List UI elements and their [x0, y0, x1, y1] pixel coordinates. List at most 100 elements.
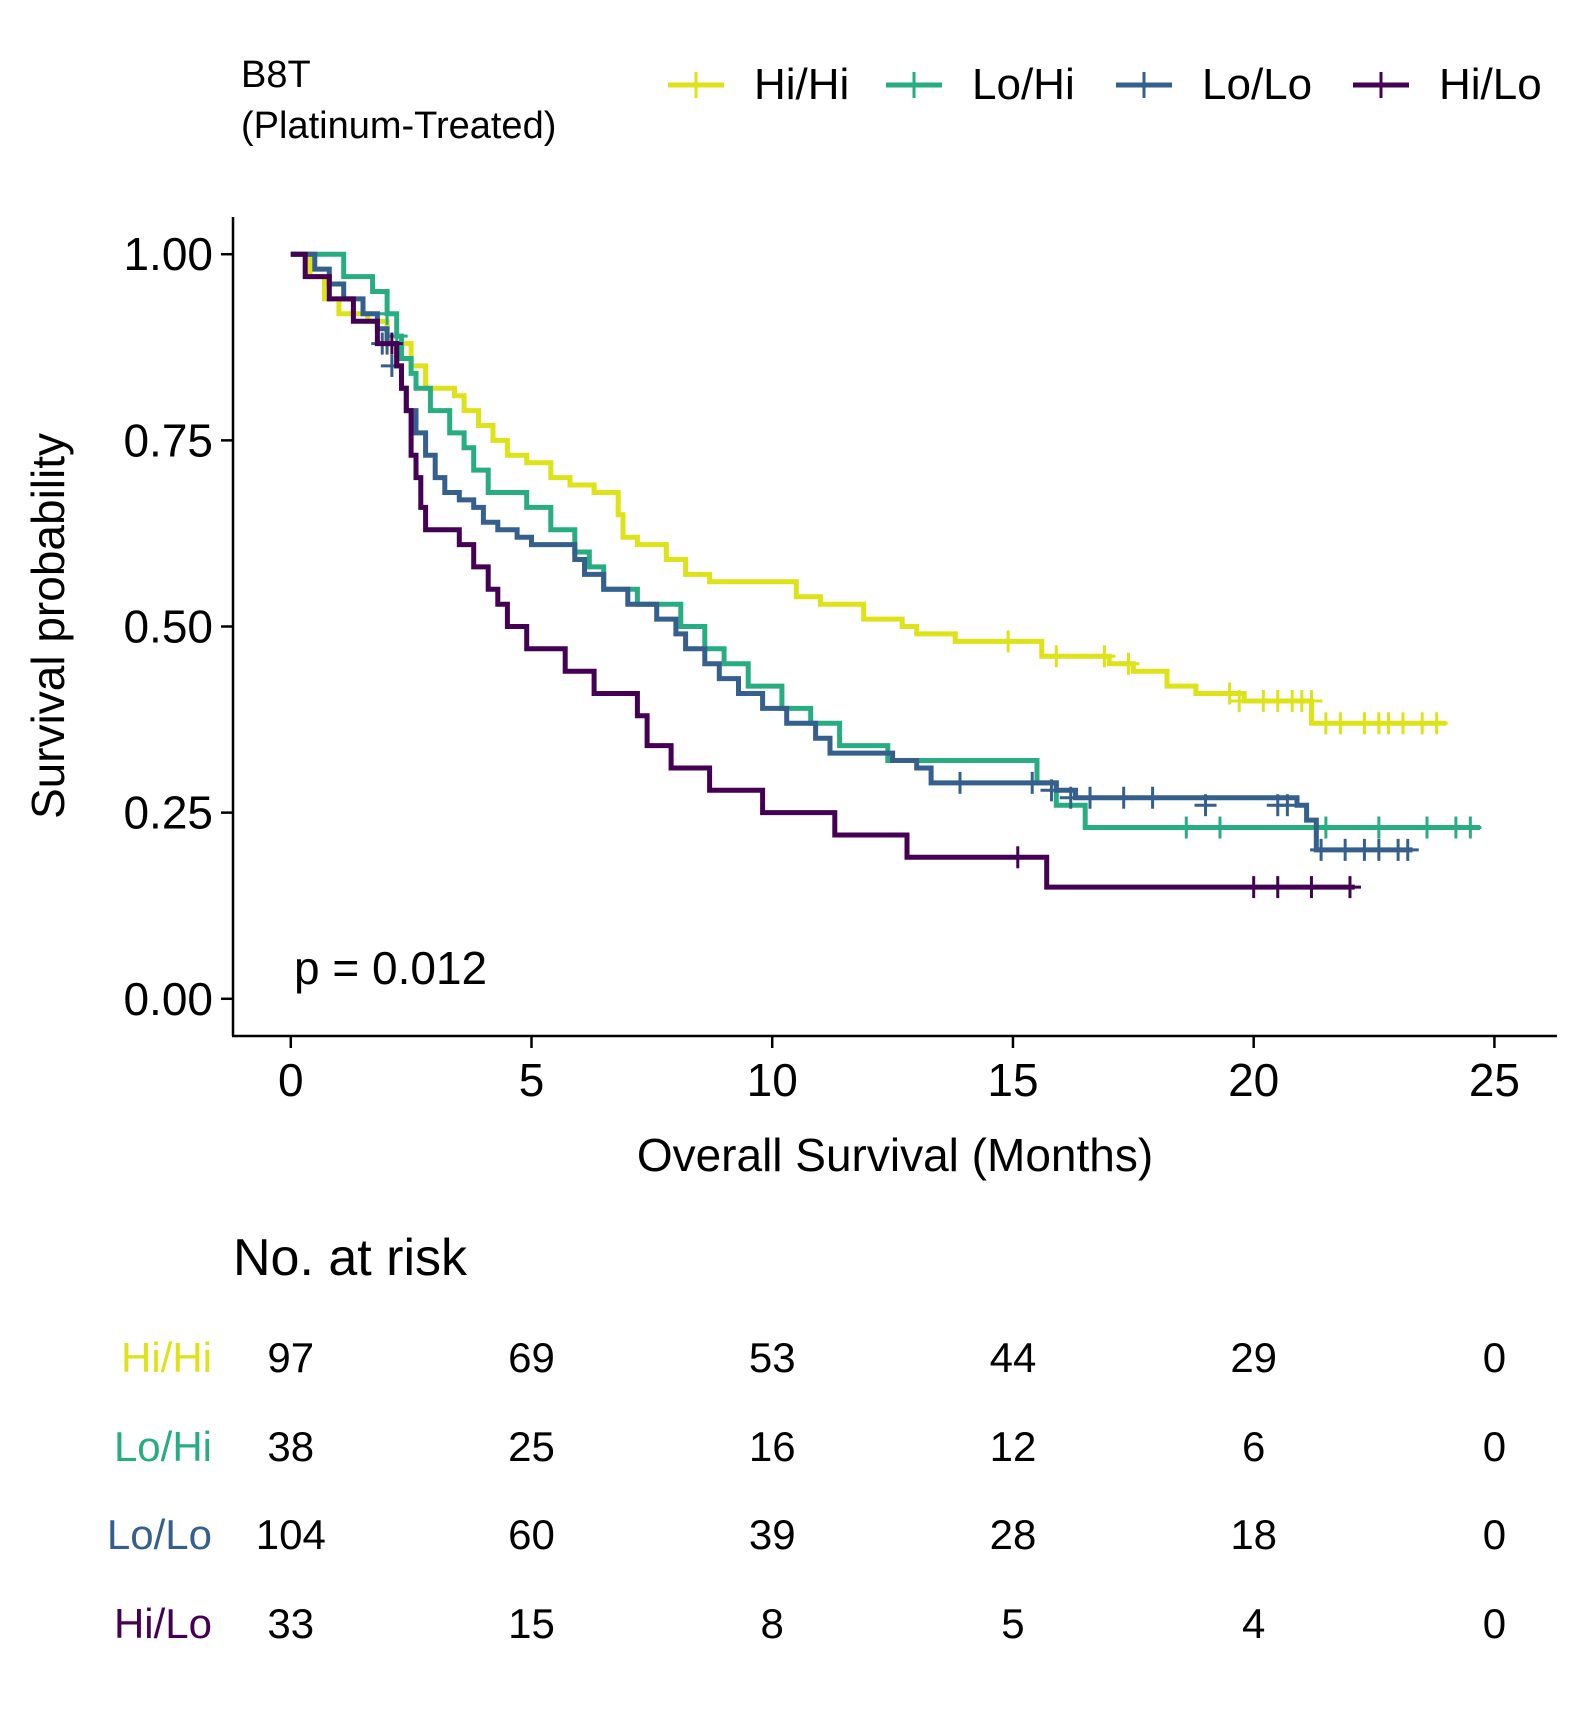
risk-count: 0: [1483, 1511, 1506, 1558]
censor-mark-lo-lo: [1112, 786, 1135, 809]
legend-label: Lo/Hi: [972, 60, 1075, 109]
risk-count: 97: [267, 1334, 314, 1381]
censor-mark-lo-lo: [948, 771, 971, 794]
survival-curve-lo-lo: [290, 251, 1413, 853]
y-tick-label: 0.50: [123, 601, 213, 653]
legend-item-lo-hi: Lo/Hi: [886, 60, 1075, 109]
censor-mark-hi-lo: [1300, 876, 1323, 899]
censor-mark-hi-hi: [1391, 712, 1414, 735]
risk-count: 60: [508, 1511, 555, 1558]
risk-count: 0: [1483, 1423, 1506, 1470]
y-axis-label: Survival probability: [22, 433, 74, 819]
survival-curve-hi-lo: [290, 251, 1355, 890]
censor-mark-lo-hi: [1175, 816, 1198, 839]
plot-area: [290, 251, 1482, 899]
series-lo-lo: [290, 251, 1419, 861]
legend-title-line-1: B8T: [241, 54, 311, 96]
y-tick-label: 0.00: [123, 973, 213, 1025]
censor-mark-lo-lo: [1367, 838, 1390, 861]
censor-mark-hi-lo: [1242, 876, 1265, 899]
censor-mark-hi-hi: [997, 630, 1020, 653]
risk-count: 8: [761, 1600, 784, 1647]
risk-row-lo-lo: Lo/Lo 104 60 39 28 18 0: [107, 1511, 1506, 1558]
risk-table: No. at risk Hi/Hi 97 69 53 44 29 0 Lo/Hi 38 25 16 1…: [107, 1229, 1506, 1647]
censor-mark-lo-lo: [1396, 838, 1419, 861]
risk-count: 29: [1230, 1334, 1277, 1381]
risk-row-label: Lo/Hi: [114, 1423, 212, 1470]
risk-row-hi-lo: Hi/Lo 33 15 8 5 4 0: [114, 1600, 1506, 1647]
censor-mark-lo-lo: [1021, 771, 1044, 794]
censor-mark-lo-lo: [1040, 779, 1063, 802]
risk-row-lo-hi: Lo/Hi 38 25 16 12 6 0: [114, 1423, 1506, 1470]
x-tick-label: 25: [1469, 1054, 1520, 1106]
risk-count: 18: [1230, 1511, 1277, 1558]
risk-count: 25: [508, 1423, 555, 1470]
x-tick-label: 5: [519, 1054, 545, 1106]
risk-row-label: Lo/Lo: [107, 1511, 212, 1558]
risk-row-hi-hi: Hi/Hi 97 69 53 44 29 0: [121, 1334, 1506, 1381]
censor-mark-lo-lo: [1059, 786, 1082, 809]
risk-count: 16: [749, 1423, 796, 1470]
risk-count: 44: [990, 1334, 1037, 1381]
risk-count: 39: [749, 1511, 796, 1558]
risk-count: 53: [749, 1334, 796, 1381]
censor-mark-lo-lo: [1310, 838, 1333, 861]
censor-mark-hi-hi: [1425, 712, 1448, 735]
x-axis-label: Overall Survival (Months): [637, 1129, 1153, 1181]
censor-mark-hi-hi: [1093, 645, 1116, 668]
censor-mark-lo-lo: [1078, 786, 1101, 809]
censor-mark-lo-lo: [1194, 794, 1217, 817]
censor-mark-hi-lo: [1266, 876, 1289, 899]
risk-count: 38: [267, 1423, 314, 1470]
censor-mark-hi-lo: [1006, 846, 1029, 869]
risk-count: 12: [990, 1423, 1037, 1470]
y-tick-label: 0.25: [123, 787, 213, 839]
risk-row-label: Hi/Lo: [114, 1600, 212, 1647]
x-tick-label: 15: [987, 1054, 1038, 1106]
risk-count: 6: [1242, 1423, 1265, 1470]
series-hi-hi: [290, 251, 1448, 735]
censor-mark-lo-hi: [1459, 816, 1482, 839]
risk-count: 0: [1483, 1600, 1506, 1647]
legend-label: Hi/Hi: [754, 60, 849, 109]
legend-item-hi-lo: Hi/Lo: [1353, 60, 1542, 109]
censor-mark-lo-lo: [1334, 838, 1357, 861]
censor-mark-hi-hi: [1045, 645, 1068, 668]
legend-title-line-2: (Platinum-Treated): [241, 105, 556, 147]
y-tick-label: 0.75: [123, 414, 213, 466]
risk-count: 0: [1483, 1334, 1506, 1381]
x-tick-label: 10: [747, 1054, 798, 1106]
risk-count: 69: [508, 1334, 555, 1381]
censor-mark-hi-hi: [1300, 689, 1323, 712]
legend-label: Lo/Lo: [1202, 60, 1312, 109]
y-tick-label: 1.00: [123, 228, 213, 280]
legend: B8T (Platinum-Treated) Hi/Hi Lo/Hi Lo/Lo Hi…: [241, 54, 1542, 147]
risk-table-title: No. at risk: [233, 1229, 468, 1287]
risk-count: 33: [267, 1600, 314, 1647]
censor-mark-lo-lo: [1276, 794, 1299, 817]
censor-mark-lo-hi: [1367, 816, 1390, 839]
risk-count: 5: [1001, 1600, 1024, 1647]
censor-mark-lo-hi: [1208, 816, 1231, 839]
legend-item-lo-lo: Lo/Lo: [1116, 60, 1312, 109]
survival-curve-hi-hi: [290, 251, 1447, 726]
censor-mark-hi-hi: [1117, 652, 1140, 675]
risk-row-label: Hi/Hi: [121, 1334, 212, 1381]
series-hi-lo: [290, 251, 1361, 899]
censor-mark-hi-hi: [1329, 712, 1352, 735]
risk-count: 28: [990, 1511, 1037, 1558]
censor-mark-hi-lo: [1338, 876, 1361, 899]
censor-mark-lo-lo: [1141, 786, 1164, 809]
p-value-annotation: p = 0.012: [294, 942, 487, 994]
censor-mark-hi-hi: [1228, 689, 1251, 712]
x-tick-label: 0: [278, 1054, 304, 1106]
legend-label: Hi/Lo: [1439, 60, 1542, 109]
risk-count: 15: [508, 1600, 555, 1647]
legend-item-hi-hi: Hi/Hi: [668, 60, 849, 109]
x-tick-label: 20: [1228, 1054, 1279, 1106]
survival-curve-lo-hi: [290, 251, 1480, 830]
risk-count: 104: [256, 1511, 326, 1558]
censor-mark-lo-hi: [1416, 816, 1439, 839]
censor-mark-hi-lo: [380, 332, 403, 355]
